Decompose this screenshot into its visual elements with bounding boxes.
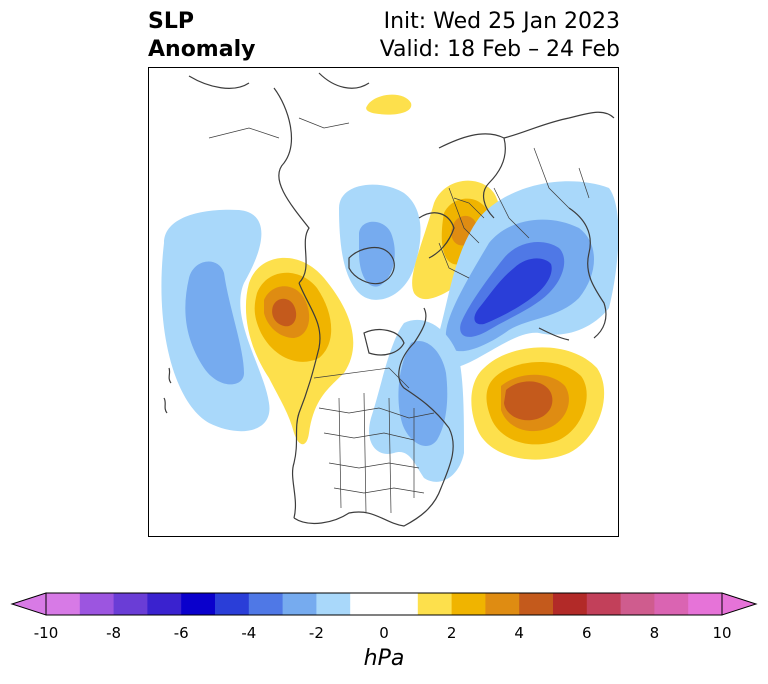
- coastlines: [163, 72, 615, 527]
- colorbar-bin: [147, 593, 182, 615]
- colorbar-bin: [215, 593, 250, 615]
- map-title: SLP Anomaly: [148, 8, 255, 64]
- init-date-label: Init: Wed 25 Jan 2023: [383, 9, 620, 34]
- valid-date-label: Valid: 18 Feb – 24 Feb: [379, 37, 620, 62]
- title-line-1: SLP: [148, 9, 194, 34]
- colorbar-bin: [282, 593, 317, 615]
- colorbar-unit-label: hPa: [363, 646, 405, 671]
- colorbar-under-triangle: [10, 592, 47, 616]
- colorbar-bin: [654, 593, 689, 615]
- colorbar-bin: [316, 593, 351, 615]
- north-atlantic-high: [471, 347, 605, 460]
- colorbar-bin: [350, 593, 419, 615]
- country-borders: [208, 117, 590, 514]
- colorbar-tick-label: -8: [106, 624, 122, 642]
- north-siberia-high: [366, 94, 412, 115]
- colorbar-outline: [45, 592, 723, 616]
- colorbar-tick-label: -4: [241, 624, 257, 642]
- colorbar-tick-label: 8: [649, 624, 660, 642]
- eastern-na-low: [369, 319, 464, 482]
- colorbar-bin: [181, 593, 216, 615]
- title-line-2: Anomaly: [148, 37, 256, 62]
- slp-anomaly-map: [148, 67, 619, 537]
- colorbar-bin: [620, 593, 655, 615]
- colorbar-bin: [417, 593, 453, 615]
- colorbar-bin: [248, 593, 284, 615]
- ne-pacific-low: [161, 209, 270, 432]
- colorbar-bin: [688, 593, 723, 615]
- colorbar-tick-label: 6: [582, 624, 592, 642]
- colorbar-bin: [485, 593, 520, 615]
- colorbar-over-triangle: [721, 592, 758, 616]
- colorbar-tick-label: 10: [712, 624, 732, 642]
- colorbar-tick-label: -10: [33, 624, 59, 642]
- colorbar-bin: [519, 593, 554, 615]
- colorbar-bin: [586, 593, 622, 615]
- colorbar: [10, 592, 758, 616]
- colorbar-bin: [113, 593, 148, 615]
- colorbar-bin: [46, 593, 81, 615]
- colorbar-bin: [553, 593, 588, 615]
- hudson-bay-low: [339, 184, 421, 300]
- alaska-yukon-high: [245, 257, 354, 445]
- colorbar-bin: [451, 593, 486, 615]
- forecast-dates: Init: Wed 25 Jan 2023 Valid: 18 Feb – 24…: [380, 8, 620, 64]
- map-canvas: [161, 72, 618, 527]
- colorbar-bin: [79, 593, 115, 615]
- colorbar-tick-label: -2: [308, 624, 324, 642]
- colorbar-tick-label: 0: [379, 624, 389, 642]
- colorbar-tick-label: -6: [173, 624, 189, 642]
- colorbar-tick-label: 4: [514, 624, 524, 642]
- siberia-arctic-low: [437, 181, 618, 368]
- colorbar-tick-label: 2: [446, 624, 457, 642]
